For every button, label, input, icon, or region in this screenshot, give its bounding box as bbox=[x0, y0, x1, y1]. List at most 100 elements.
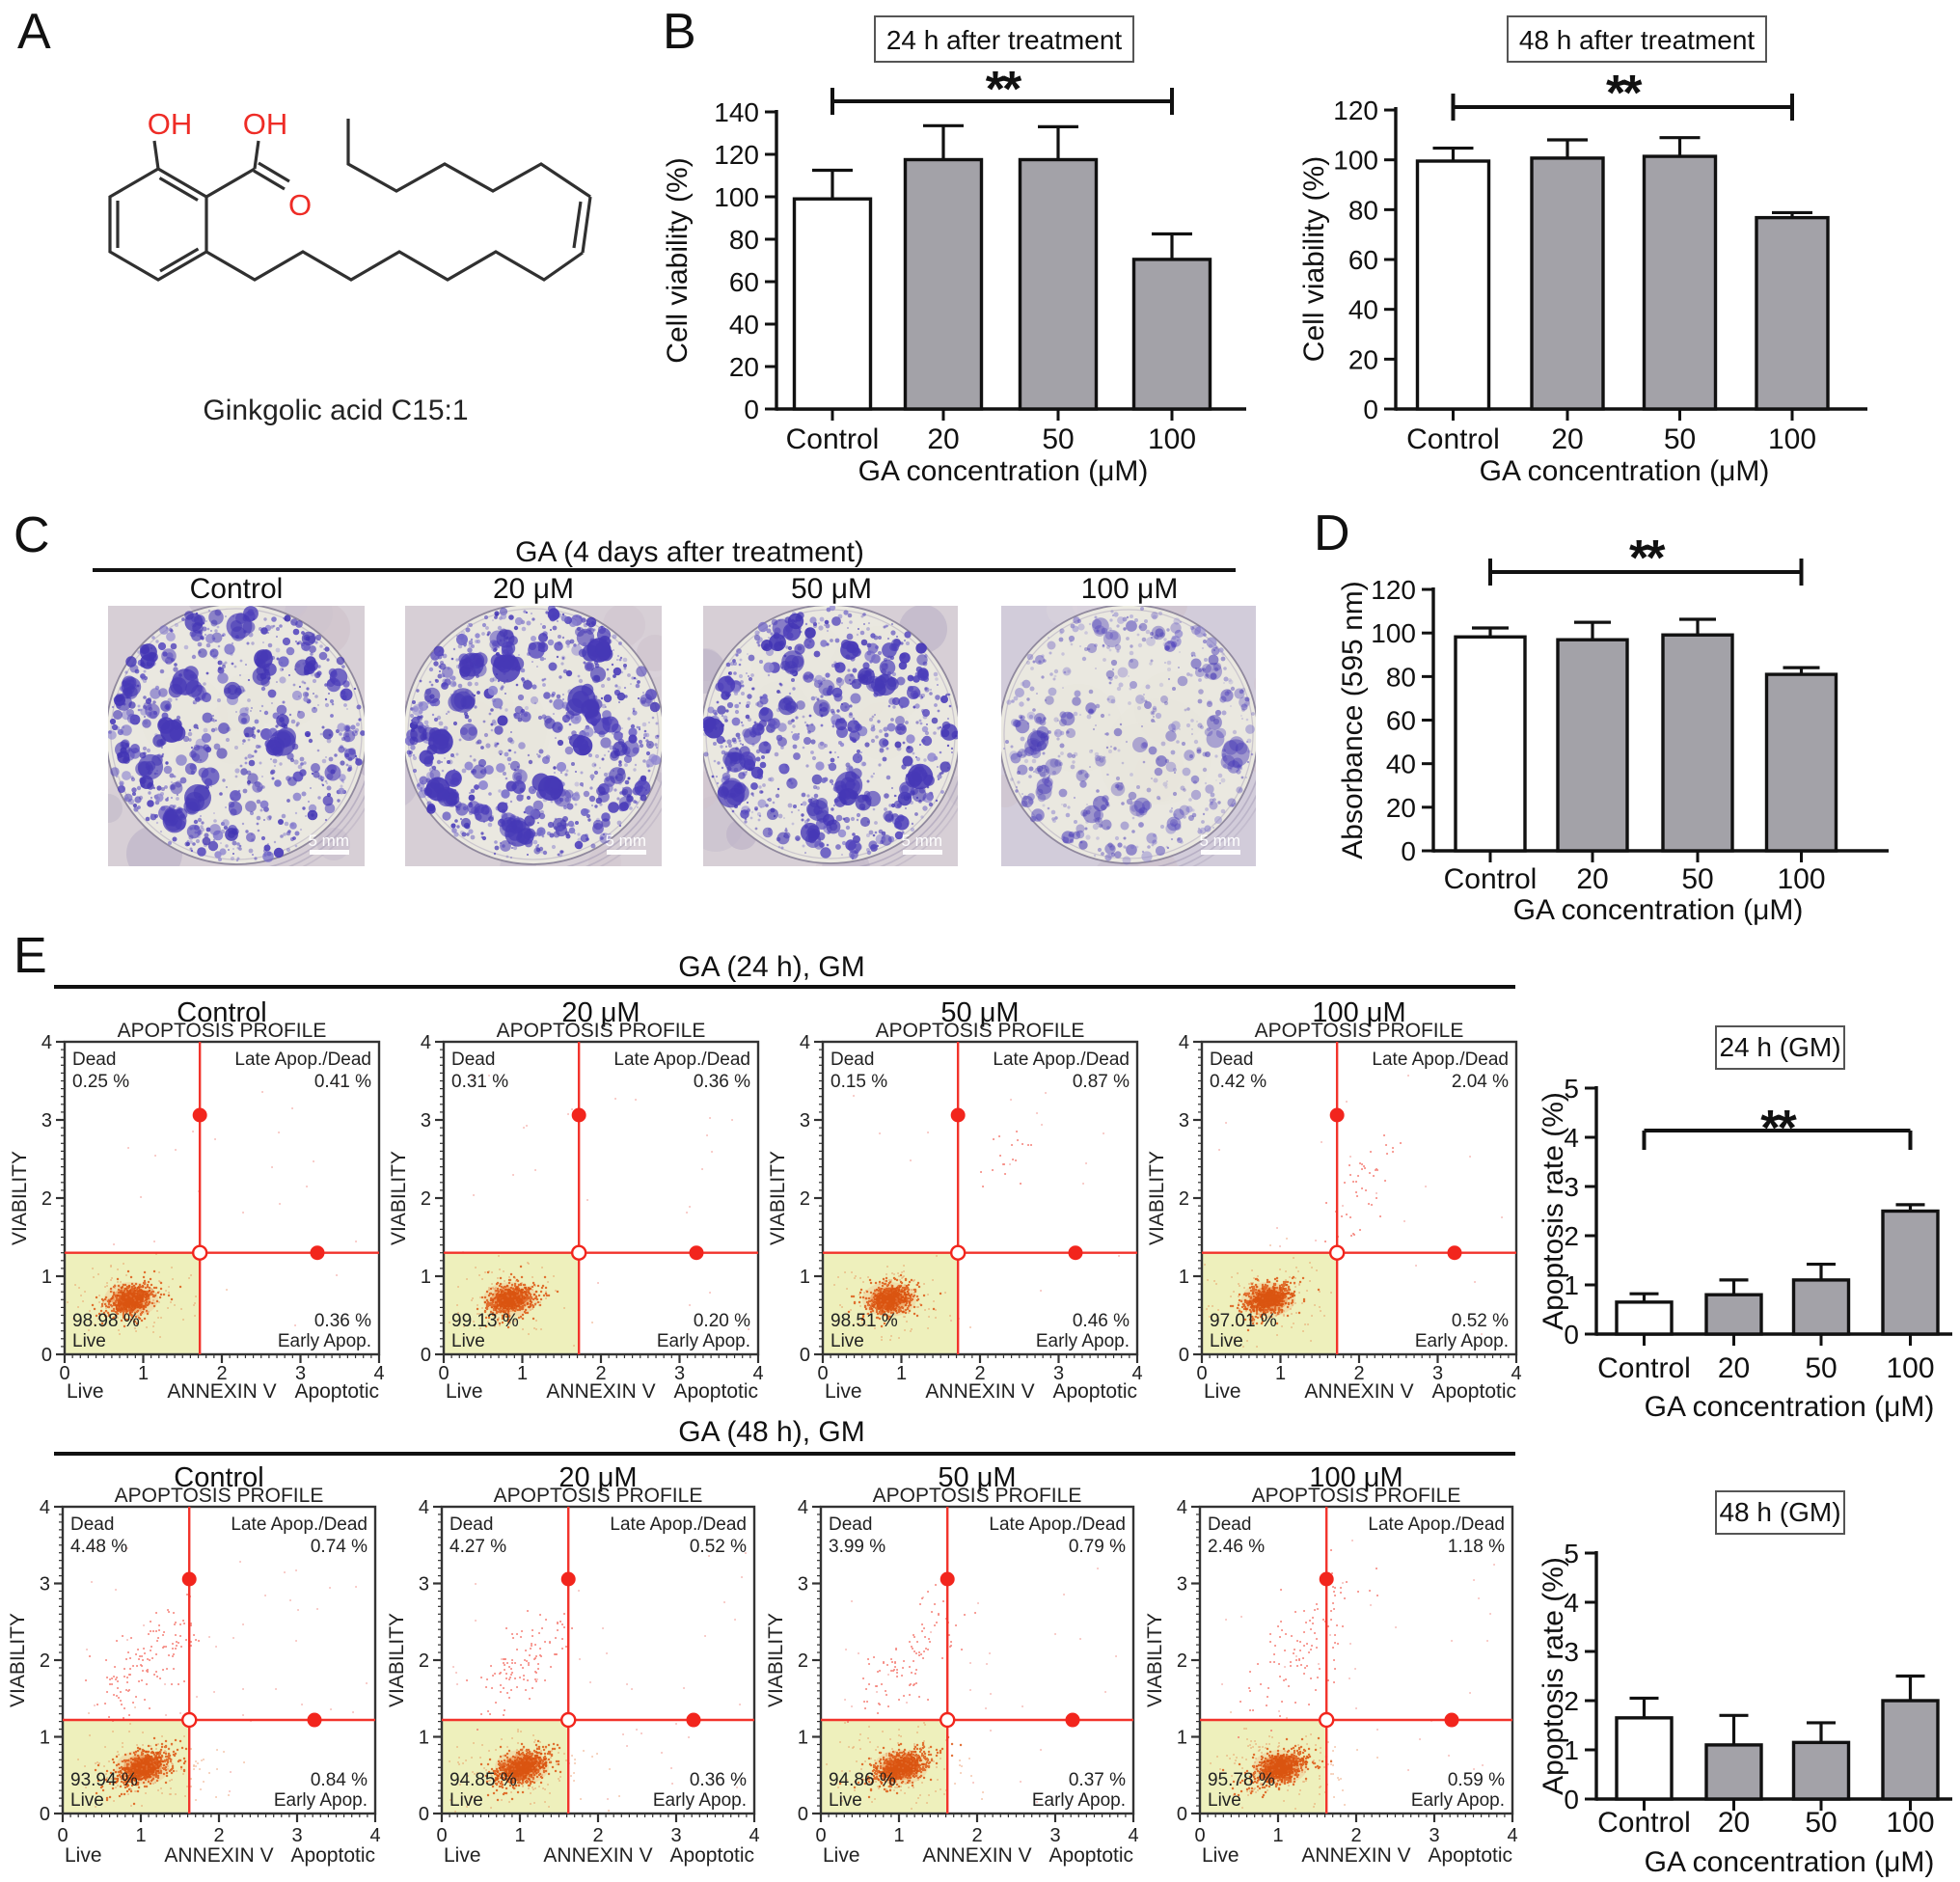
svg-text:20: 20 bbox=[729, 352, 759, 382]
svg-text:Dead: Dead bbox=[72, 1050, 116, 1070]
svg-text:Late Apop./Dead: Late Apop./Dead bbox=[234, 1050, 371, 1070]
svg-text:0.37 %: 0.37 % bbox=[1069, 1770, 1126, 1790]
svg-text:1: 1 bbox=[1272, 1825, 1283, 1846]
svg-text:0: 0 bbox=[1564, 1320, 1579, 1350]
svg-text:40: 40 bbox=[729, 310, 759, 340]
svg-text:0.87 %: 0.87 % bbox=[1073, 1072, 1130, 1092]
svg-text:D: D bbox=[1314, 505, 1350, 561]
svg-text:APOPTOSIS PROFILE: APOPTOSIS PROFILE bbox=[494, 1485, 703, 1507]
svg-text:C: C bbox=[14, 507, 50, 563]
svg-text:3: 3 bbox=[800, 1110, 810, 1132]
svg-text:1.18 %: 1.18 % bbox=[1448, 1537, 1505, 1557]
svg-text:Apoptotic: Apoptotic bbox=[669, 1844, 754, 1867]
svg-text:Apoptotic: Apoptotic bbox=[1431, 1380, 1516, 1403]
svg-text:**: ** bbox=[1629, 531, 1666, 586]
svg-text:2: 2 bbox=[800, 1188, 810, 1210]
svg-text:80: 80 bbox=[729, 225, 759, 255]
svg-text:0: 0 bbox=[436, 1825, 447, 1846]
svg-text:0: 0 bbox=[744, 395, 759, 424]
svg-text:Apoptotic: Apoptotic bbox=[673, 1380, 758, 1403]
svg-text:2.46 %: 2.46 % bbox=[1208, 1537, 1265, 1557]
svg-text:Late Apop./Dead: Late Apop./Dead bbox=[1368, 1514, 1505, 1535]
svg-text:3: 3 bbox=[1432, 1363, 1443, 1384]
svg-text:Live: Live bbox=[451, 1331, 485, 1351]
svg-text:100 μM: 100 μM bbox=[1309, 1462, 1402, 1493]
svg-text:0: 0 bbox=[1196, 1363, 1207, 1384]
svg-text:0.74 %: 0.74 % bbox=[311, 1537, 368, 1557]
svg-text:0.36 %: 0.36 % bbox=[690, 1770, 747, 1790]
svg-text:0: 0 bbox=[41, 1345, 52, 1366]
svg-text:4: 4 bbox=[1564, 1123, 1579, 1153]
svg-text:Dead: Dead bbox=[1210, 1050, 1253, 1070]
svg-text:100 μM: 100 μM bbox=[1081, 573, 1179, 605]
svg-text:Cell viability (%): Cell viability (%) bbox=[662, 157, 694, 363]
svg-text:ANNEXIN V: ANNEXIN V bbox=[546, 1380, 655, 1403]
svg-text:1: 1 bbox=[421, 1267, 431, 1288]
svg-text:3: 3 bbox=[1564, 1172, 1579, 1202]
svg-text:GA concentration (μM): GA concentration (μM) bbox=[858, 455, 1149, 487]
svg-text:20: 20 bbox=[1718, 1352, 1750, 1384]
svg-text:0: 0 bbox=[419, 1804, 429, 1825]
svg-text:Dead: Dead bbox=[449, 1514, 493, 1535]
svg-text:E: E bbox=[14, 928, 47, 984]
svg-text:0: 0 bbox=[57, 1825, 68, 1846]
svg-text:Late Apop./Dead: Late Apop./Dead bbox=[613, 1050, 750, 1070]
svg-text:0.59 %: 0.59 % bbox=[1448, 1770, 1505, 1790]
svg-text:100: 100 bbox=[714, 182, 759, 212]
svg-text:0: 0 bbox=[1363, 395, 1378, 424]
svg-text:5 mm: 5 mm bbox=[902, 832, 943, 850]
svg-text:80: 80 bbox=[1348, 195, 1378, 225]
svg-text:20 μM: 20 μM bbox=[561, 997, 640, 1028]
svg-text:**: ** bbox=[986, 62, 1022, 118]
svg-text:4: 4 bbox=[373, 1363, 384, 1384]
svg-text:OH: OH bbox=[148, 107, 193, 141]
svg-text:0: 0 bbox=[1194, 1825, 1205, 1846]
svg-text:**: ** bbox=[1606, 66, 1643, 122]
svg-text:APOPTOSIS PROFILE: APOPTOSIS PROFILE bbox=[873, 1485, 1082, 1507]
svg-text:ANNEXIN V: ANNEXIN V bbox=[1301, 1844, 1410, 1867]
svg-text:4: 4 bbox=[1507, 1825, 1517, 1846]
svg-text:VIABILITY: VIABILITY bbox=[7, 1613, 29, 1707]
svg-text:0.52 %: 0.52 % bbox=[1452, 1311, 1509, 1331]
svg-text:3: 3 bbox=[1179, 1110, 1189, 1132]
svg-text:Cell viability (%): Cell viability (%) bbox=[1298, 156, 1330, 362]
svg-text:VIABILITY: VIABILITY bbox=[765, 1613, 787, 1707]
svg-text:20: 20 bbox=[1576, 863, 1608, 895]
svg-text:2: 2 bbox=[1179, 1188, 1189, 1210]
svg-text:4.48 %: 4.48 % bbox=[70, 1537, 127, 1557]
svg-text:Live: Live bbox=[446, 1380, 483, 1403]
svg-text:Control: Control bbox=[1406, 423, 1500, 455]
svg-text:Late Apop./Dead: Late Apop./Dead bbox=[610, 1514, 747, 1535]
svg-text:ANNEXIN V: ANNEXIN V bbox=[1304, 1380, 1413, 1403]
svg-text:Live: Live bbox=[1202, 1844, 1239, 1867]
svg-text:Live: Live bbox=[70, 1790, 104, 1811]
svg-text:4.27 %: 4.27 % bbox=[449, 1537, 506, 1557]
svg-text:GA (48 h), GM: GA (48 h), GM bbox=[678, 1416, 864, 1448]
svg-text:4: 4 bbox=[1179, 1032, 1189, 1053]
svg-text:Late Apop./Dead: Late Apop./Dead bbox=[989, 1514, 1126, 1535]
svg-text:20: 20 bbox=[1348, 344, 1378, 374]
svg-text:1: 1 bbox=[1275, 1363, 1286, 1384]
svg-text:100: 100 bbox=[1777, 863, 1825, 895]
svg-text:Dead: Dead bbox=[70, 1514, 114, 1535]
svg-text:1: 1 bbox=[798, 1728, 808, 1749]
svg-text:60: 60 bbox=[729, 267, 759, 297]
svg-text:Live: Live bbox=[825, 1380, 862, 1403]
svg-text:APOPTOSIS PROFILE: APOPTOSIS PROFILE bbox=[497, 1020, 706, 1042]
svg-text:Early Apop.: Early Apop. bbox=[657, 1331, 750, 1351]
svg-text:4: 4 bbox=[41, 1032, 52, 1053]
svg-text:120: 120 bbox=[1333, 95, 1378, 125]
svg-text:100 μM: 100 μM bbox=[1312, 997, 1405, 1028]
svg-text:0: 0 bbox=[798, 1804, 808, 1825]
svg-text:APOPTOSIS PROFILE: APOPTOSIS PROFILE bbox=[876, 1020, 1085, 1042]
svg-text:4: 4 bbox=[1131, 1363, 1142, 1384]
svg-text:0: 0 bbox=[817, 1363, 828, 1384]
svg-text:3: 3 bbox=[40, 1574, 50, 1596]
svg-text:2: 2 bbox=[216, 1363, 227, 1384]
svg-text:GA concentration (μM): GA concentration (μM) bbox=[1480, 455, 1770, 487]
svg-text:Absorbance (595 nm): Absorbance (595 nm) bbox=[1337, 581, 1369, 859]
svg-text:3.99 %: 3.99 % bbox=[829, 1537, 885, 1557]
svg-text:Dead: Dead bbox=[451, 1050, 495, 1070]
svg-text:Live: Live bbox=[830, 1331, 864, 1351]
svg-text:40: 40 bbox=[1348, 295, 1378, 325]
